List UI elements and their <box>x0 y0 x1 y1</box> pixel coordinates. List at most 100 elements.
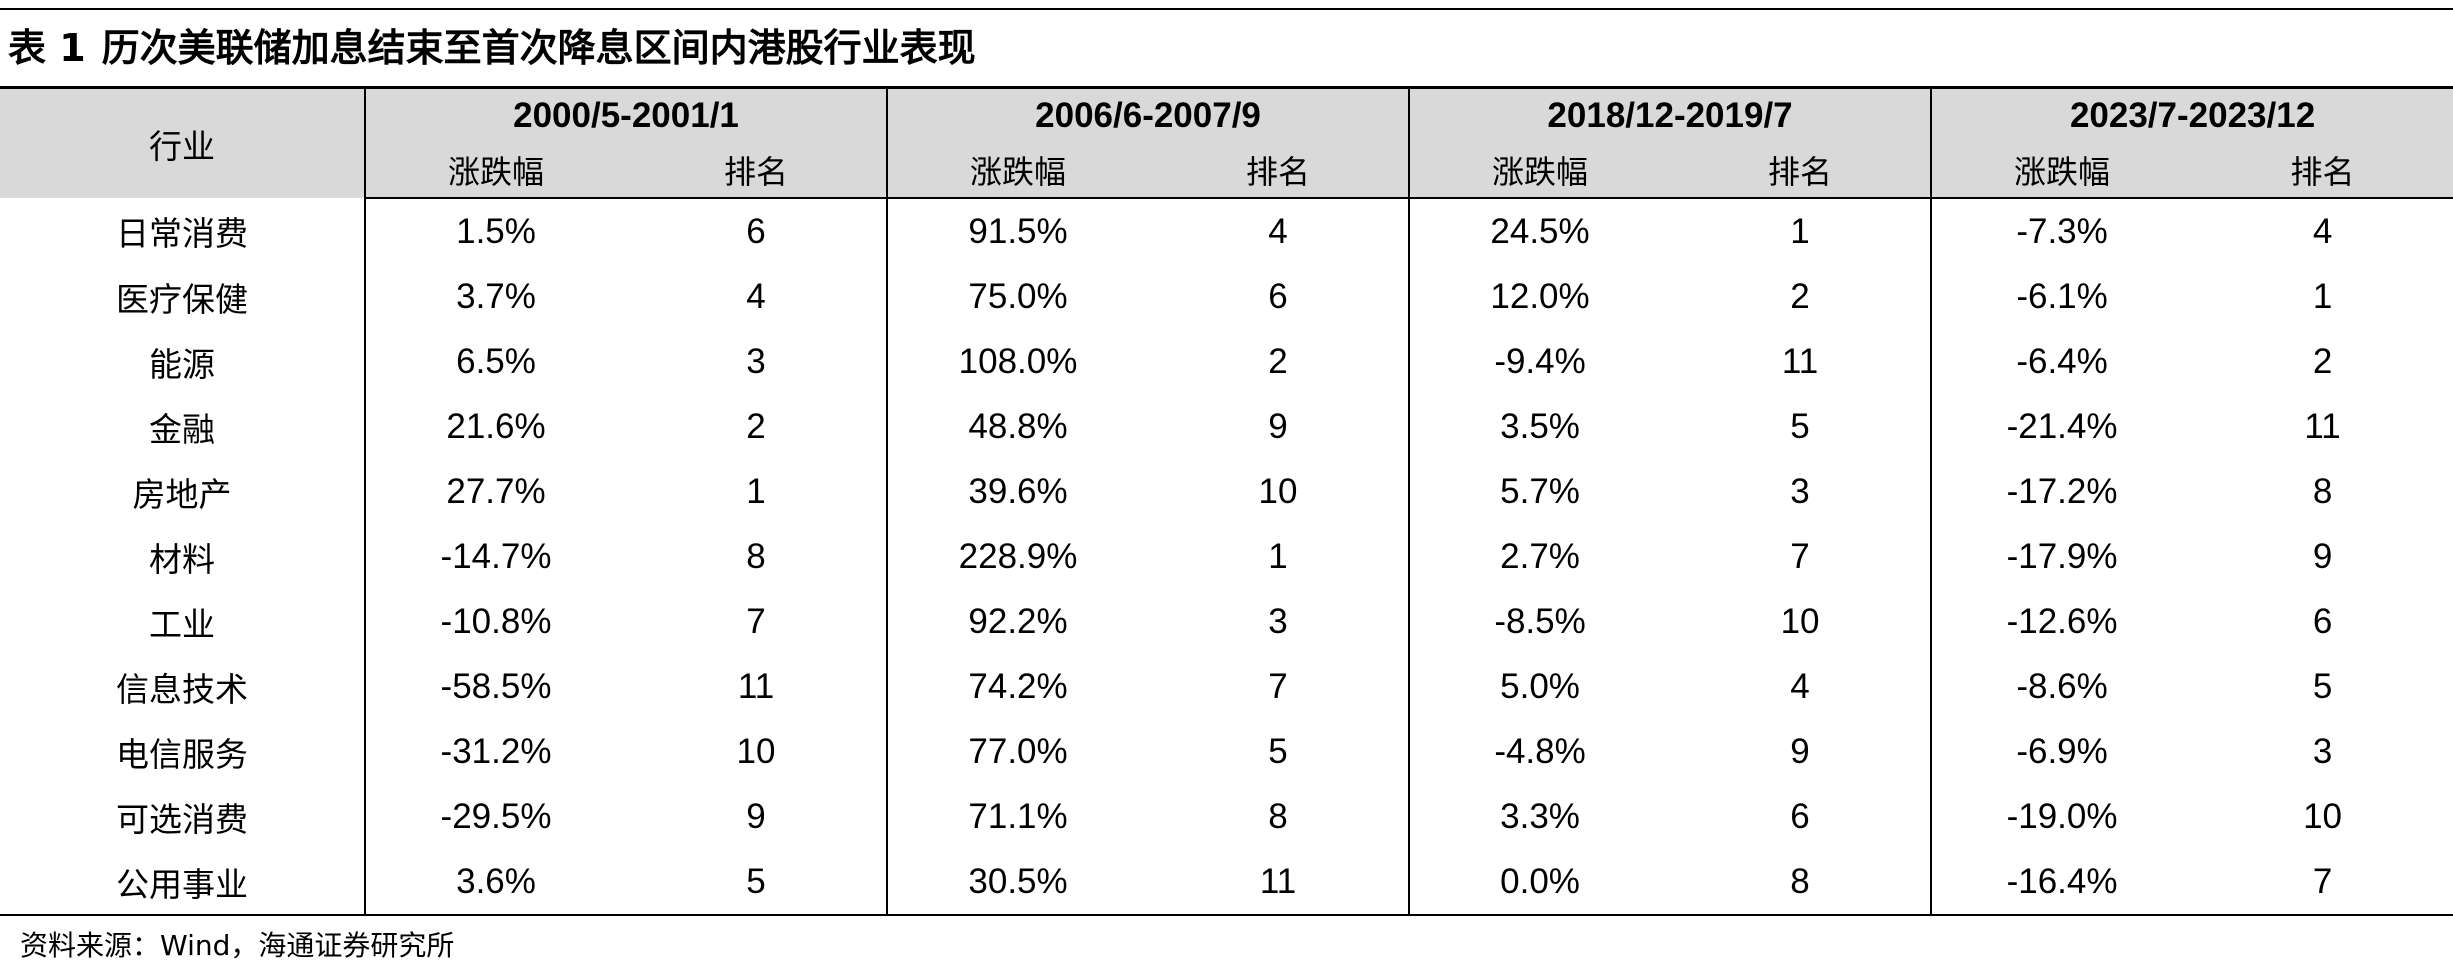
rank-cell: 2 <box>626 394 889 459</box>
industry-cell: 房地产 <box>0 459 366 524</box>
change-cell: -29.5% <box>440 796 552 836</box>
change-cell: -6.4% <box>2016 341 2108 381</box>
table-row: 电信服务 -31.2% 10 77.0% 5 -4.8% 9 -6.9% 3 <box>0 719 2453 784</box>
period-header: 2018/12-2019/7 <box>1409 86 1933 143</box>
rank-cell: 7 <box>1670 524 1933 589</box>
industry-cell: 可选消费 <box>0 784 366 849</box>
table-row: 医疗保健 3.7% 4 75.0% 6 12.0% 2 -6.1% 1 <box>0 264 2453 329</box>
rank-cell: 9 <box>1148 394 1411 459</box>
change-cell: 74.2% <box>968 666 1068 706</box>
industry-cell: 日常消费 <box>0 198 366 264</box>
change-cell: -8.5% <box>1494 601 1586 641</box>
source-note: 资料来源：Wind，海通证券研究所 <box>20 929 455 962</box>
rank-cell: 6 <box>1148 264 1411 329</box>
change-cell: 1.5% <box>456 211 536 251</box>
rank-cell: 3 <box>626 329 889 394</box>
rank-cell: 3 <box>1670 459 1933 524</box>
period-header: 2006/6-2007/9 <box>887 86 1411 143</box>
change-cell: 3.6% <box>365 849 626 916</box>
rank-cell: 10 <box>2303 796 2343 836</box>
rank-cell: 7 <box>1148 654 1411 719</box>
change-cell: 24.5% <box>1490 211 1590 251</box>
change-cell: -10.8% <box>440 601 552 641</box>
change-cell: 5.0% <box>1500 666 1580 706</box>
rank-cell: 1 <box>1148 524 1411 589</box>
change-cell: -14.7% <box>440 536 552 576</box>
rank-cell: 2 <box>1670 264 1933 329</box>
rank-column-header: 排名 <box>626 143 889 199</box>
rank-column-header: 排名 <box>2192 143 2453 199</box>
change-cell: 39.6% <box>968 471 1068 511</box>
change-cell: 5.7% <box>1500 471 1580 511</box>
industry-cell: 金融 <box>0 394 366 459</box>
rank-cell: 6 <box>2312 601 2333 641</box>
table-row: 金融 21.6% 2 48.8% 9 3.5% 5 -21.4% 11 <box>0 394 2453 459</box>
table-body: 日常消费 1.5% 6 91.5% 4 24.5% 1 -7.3% 4 医疗保健 3.7% 4 75.0… <box>0 198 2453 916</box>
table-row: 公用事业 3.6% 5 30.5% 11 0.0% 8 -16.4% 7 <box>0 849 2453 916</box>
rank-column-header: 排名 <box>1148 143 1411 199</box>
change-cell: -8.6% <box>2016 666 2108 706</box>
rank-cell: 4 <box>2312 211 2333 251</box>
change-cell: 3.3% <box>1500 796 1580 836</box>
change-cell: -58.5% <box>440 666 552 706</box>
change-cell: 75.0% <box>968 276 1068 316</box>
change-cell: 3.7% <box>456 276 536 316</box>
rank-cell: 9 <box>1670 719 1933 784</box>
change-column-header: 涨跌幅 <box>365 143 626 199</box>
change-cell: 92.2% <box>968 601 1068 641</box>
rank-cell: 5 <box>1670 394 1933 459</box>
change-cell: 12.0% <box>1490 276 1590 316</box>
table-row: 工业 -10.8% 7 92.2% 3 -8.5% 10 -12.6% 6 <box>0 589 2453 654</box>
table-row: 材料 -14.7% 8 228.9% 1 2.7% 7 -17.9% 9 <box>0 524 2453 589</box>
change-cell: -12.6% <box>2006 601 2118 641</box>
change-cell: -16.4% <box>1931 849 2193 916</box>
rank-cell: 11 <box>1670 329 1933 394</box>
rank-cell: 8 <box>1670 849 1933 916</box>
rank-cell: 8 <box>2312 471 2333 511</box>
change-cell: 0.0% <box>1409 849 1671 916</box>
rank-cell: 1 <box>626 459 889 524</box>
rank-cell: 7 <box>2192 849 2453 916</box>
rank-cell: 4 <box>1148 198 1411 264</box>
rank-cell: 3 <box>2312 731 2333 771</box>
rank-cell: 5 <box>626 849 889 916</box>
rank-cell: 10 <box>1670 589 1933 654</box>
change-cell: -6.9% <box>2016 731 2108 771</box>
rank-cell: 6 <box>1670 784 1933 849</box>
table-row: 可选消费 -29.5% 9 71.1% 8 3.3% 6 -19.0% 10 <box>0 784 2453 849</box>
table-row: 日常消费 1.5% 6 91.5% 4 24.5% 1 -7.3% 4 <box>0 198 2453 264</box>
change-cell: 30.5% <box>887 849 1149 916</box>
change-cell: 21.6% <box>446 406 546 446</box>
change-cell: -17.2% <box>2006 471 2118 511</box>
rank-cell: 8 <box>626 524 889 589</box>
rank-cell: 6 <box>626 198 889 264</box>
rank-cell: 1 <box>2312 276 2333 316</box>
change-cell: -6.1% <box>2016 276 2108 316</box>
industry-cell: 公用事业 <box>0 849 366 916</box>
rank-cell: 5 <box>2312 666 2333 706</box>
table-row: 房地产 27.7% 1 39.6% 10 5.7% 3 -17.2% 8 <box>0 459 2453 524</box>
change-cell: -19.0% <box>2006 796 2118 836</box>
industry-column-header: 行业 <box>0 86 366 198</box>
table-row: 能源 6.5% 3 108.0% 2 -9.4% 11 -6.4% 2 <box>0 329 2453 394</box>
rank-cell: 10 <box>1148 459 1411 524</box>
industry-cell: 能源 <box>0 329 366 394</box>
table-title-bar: 表 1 历次美联储加息结束至首次降息区间内港股行业表现 <box>0 8 2453 78</box>
change-cell: -4.8% <box>1494 731 1586 771</box>
rank-cell: 11 <box>626 654 889 719</box>
change-cell: 48.8% <box>968 406 1068 446</box>
table-row: 信息技术 -58.5% 11 74.2% 7 5.0% 4 -8.6% 5 <box>0 654 2453 719</box>
change-column-header: 涨跌幅 <box>1931 143 2193 199</box>
change-cell: -31.2% <box>440 731 552 771</box>
period-header: 2000/5-2001/1 <box>365 86 889 143</box>
rank-cell: 1 <box>1670 198 1933 264</box>
rank-cell: 3 <box>1148 589 1411 654</box>
change-cell: -7.3% <box>2016 211 2108 251</box>
rank-cell: 11 <box>1148 849 1411 916</box>
period-header-row: 行业 2000/5-2001/1 2006/6-2007/9 2018/12-2… <box>0 86 2453 198</box>
rank-cell: 11 <box>2304 406 2341 446</box>
sub-header-row: 涨跌幅 排名 涨跌幅 排名 涨跌幅 排名 涨跌幅 排名 <box>0 143 2453 199</box>
rank-cell: 9 <box>2312 536 2333 576</box>
rank-cell: 7 <box>626 589 889 654</box>
industry-cell: 电信服务 <box>0 719 366 784</box>
